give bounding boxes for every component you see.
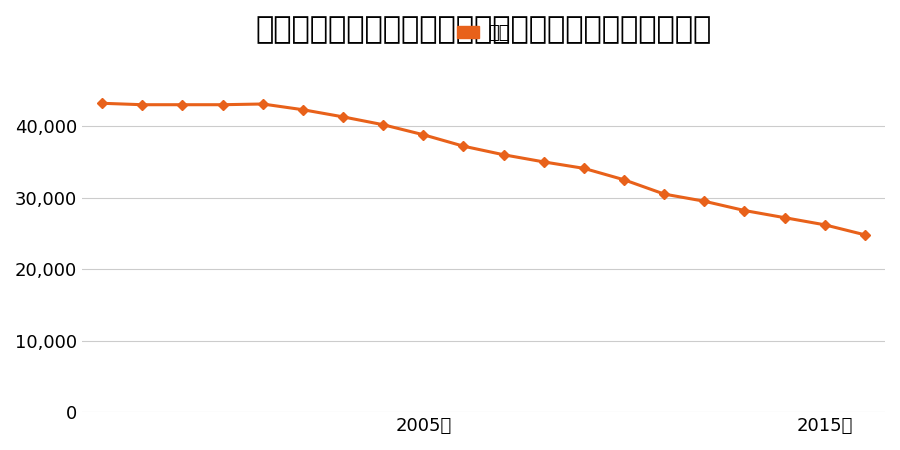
Title: 山口県萩市大字椿東字南前小畑４４３２番２の地価推移: 山口県萩市大字椿東字南前小畑４４３２番２の地価推移 (256, 15, 712, 44)
Legend: 価格: 価格 (450, 17, 517, 50)
